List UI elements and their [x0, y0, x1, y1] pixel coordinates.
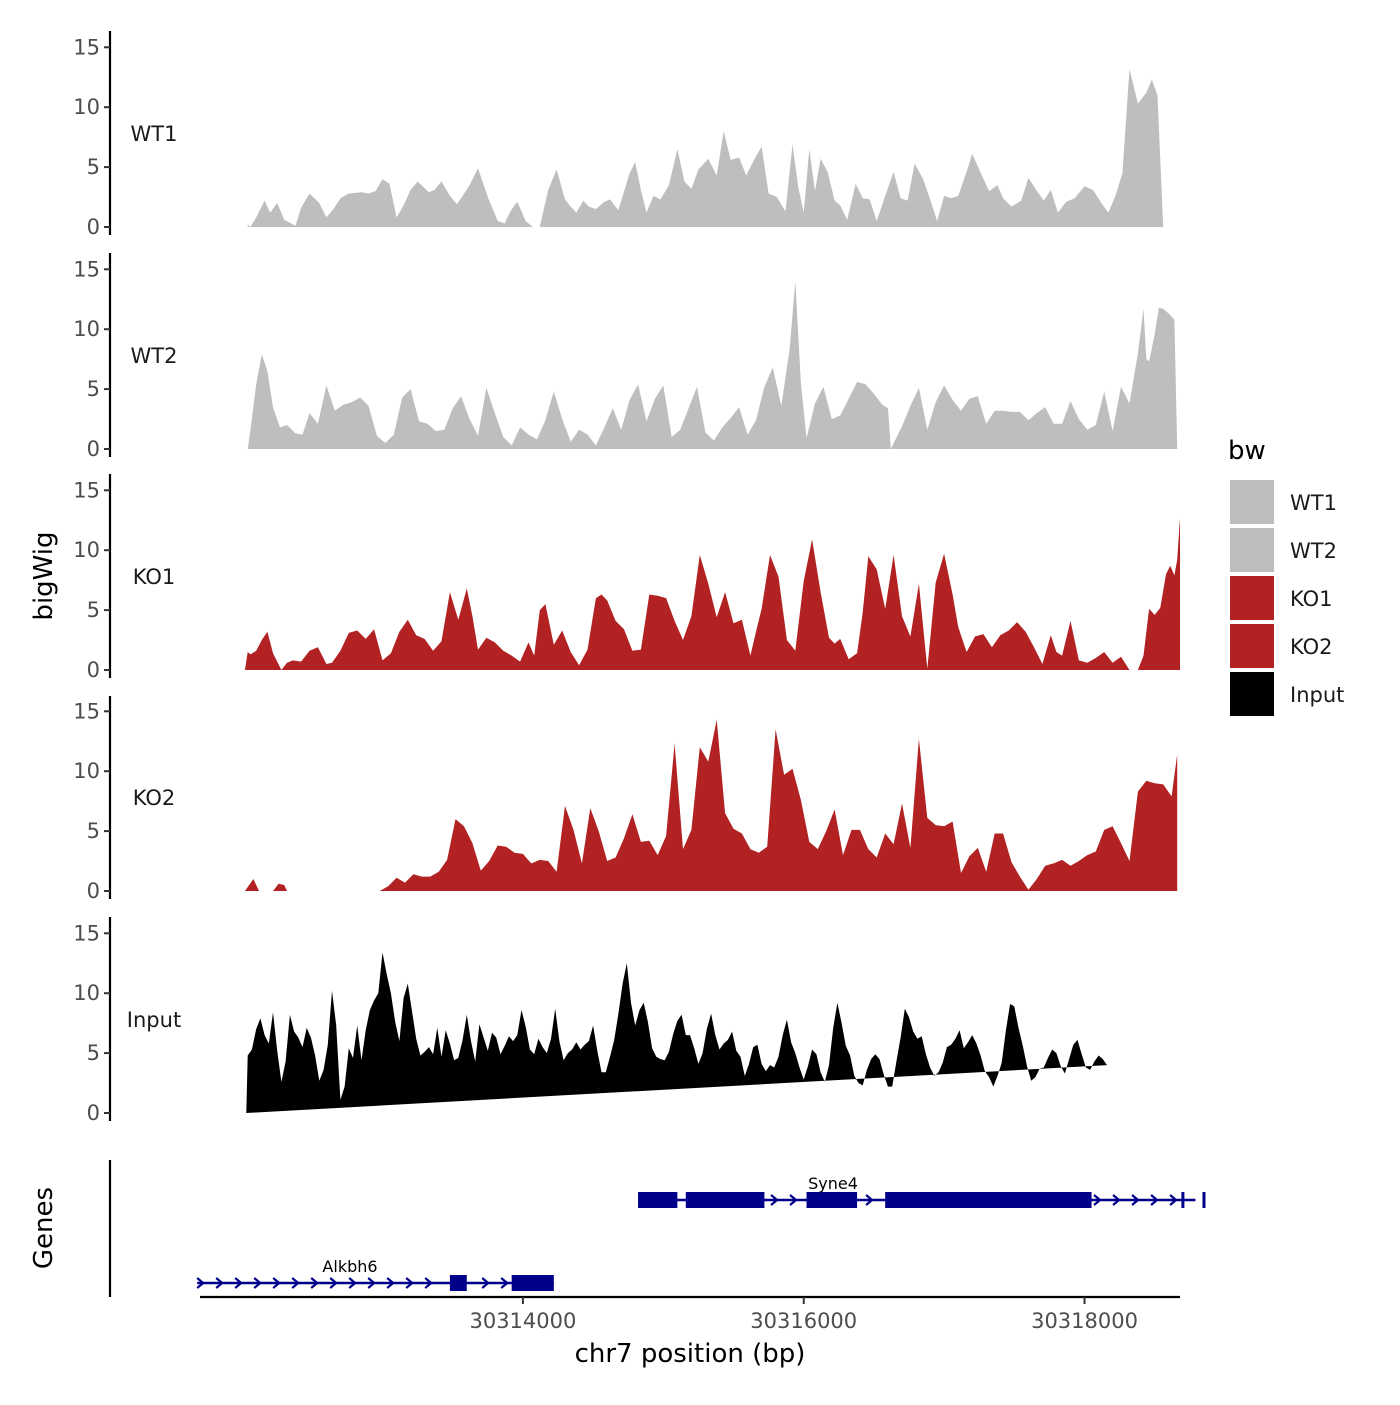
gene-exon — [885, 1192, 1092, 1208]
gene-exon — [511, 1275, 554, 1291]
strand-arrow — [215, 1277, 224, 1289]
legend-label-input: Input — [1290, 683, 1344, 707]
strand-arrow — [310, 1277, 319, 1289]
strand-arrow — [481, 1277, 490, 1289]
gene-label: Syne4 — [808, 1174, 858, 1193]
track-ko1: 0 5 10 15 KO1 — [73, 474, 1180, 682]
track-wt2: 0 5 10 15 WT2 — [73, 253, 1178, 461]
signal-area-input — [246, 952, 1108, 1113]
y-tick-label: 15 — [73, 35, 100, 59]
y-tick-label: 10 — [73, 317, 100, 341]
x-tick-label: 30316000 — [750, 1309, 857, 1333]
legend-label-ko2: KO2 — [1290, 635, 1333, 659]
gene-alkbh6: Alkbh6 — [196, 1257, 554, 1291]
track-label: Input — [127, 1008, 181, 1032]
legend-key-wt2 — [1230, 528, 1274, 572]
signal-area-wt1 — [247, 68, 1164, 228]
legend: bw WT1 WT2 KO1 KO2 Input — [1228, 436, 1344, 716]
y-tick-label: 0 — [87, 658, 100, 682]
legend-label-wt2: WT2 — [1290, 539, 1337, 563]
strand-arrow — [405, 1277, 414, 1289]
x-tick-label: 30314000 — [469, 1309, 576, 1333]
y-axis-title: bigWig — [29, 531, 59, 620]
strand-arrow — [196, 1277, 205, 1289]
signal-area-ko2 — [244, 719, 1178, 891]
y-tick-label: 5 — [87, 819, 100, 843]
y-tick-label: 10 — [73, 95, 100, 119]
gene-label: Alkbh6 — [322, 1257, 377, 1276]
track-label: KO1 — [133, 565, 176, 589]
y-tick-label: 0 — [87, 879, 100, 903]
y-tick-label: 15 — [73, 699, 100, 723]
gene-exon — [638, 1192, 678, 1208]
strand-arrow — [329, 1277, 338, 1289]
y-tick-label: 10 — [73, 981, 100, 1005]
y-tick-label: 15 — [73, 257, 100, 281]
track-ko2: 0 5 10 15 KO2 — [73, 696, 1178, 903]
strand-arrow — [253, 1277, 262, 1289]
y-tick-label: 5 — [87, 598, 100, 622]
strand-arrow — [1150, 1194, 1159, 1206]
gene-exon — [1202, 1192, 1206, 1208]
y-tick-label: 5 — [87, 377, 100, 401]
y-tick-label: 15 — [73, 921, 100, 945]
track-label: KO2 — [133, 786, 176, 810]
genes-panel: Syne4 Alkbh6 — [108, 1160, 1206, 1297]
y-tick-label: 0 — [87, 437, 100, 461]
strand-arrow — [789, 1194, 798, 1206]
y-tick-label: 0 — [87, 215, 100, 239]
y-tick-label: 5 — [87, 1041, 100, 1065]
strand-arrow — [1169, 1194, 1178, 1206]
strand-arrow — [865, 1194, 874, 1206]
strand-arrow — [770, 1194, 779, 1206]
strand-arrow — [500, 1277, 509, 1289]
legend-key-ko2 — [1230, 624, 1274, 668]
y-tick-label: 15 — [73, 478, 100, 502]
signal-area-ko1 — [244, 517, 1180, 670]
track-input: 0 5 10 15 Input — [73, 917, 1108, 1125]
gene-exon — [685, 1192, 765, 1208]
legend-key-input — [1230, 672, 1274, 716]
legend-key-wt1 — [1230, 480, 1274, 524]
genes-axis-title: Genes — [29, 1187, 59, 1269]
legend-key-ko1 — [1230, 576, 1274, 620]
strand-arrow — [1131, 1194, 1140, 1206]
track-label: WT1 — [131, 122, 178, 146]
strand-arrow — [1093, 1194, 1102, 1206]
strand-arrow — [348, 1277, 357, 1289]
bigwig-panels: 0 5 10 15 WT1 0 5 10 15 WT2 0 5 10 15 KO1 0 5 10 15 KO2 0 5 10… — [73, 31, 1180, 1125]
strand-arrow — [291, 1277, 300, 1289]
signal-area-wt2 — [247, 281, 1178, 449]
legend-label-ko1: KO1 — [1290, 587, 1333, 611]
strand-arrow — [424, 1277, 433, 1289]
strand-arrow — [367, 1277, 376, 1289]
x-axis-title: chr7 position (bp) — [575, 1339, 806, 1369]
gene-syne4: Syne4 — [638, 1174, 1206, 1208]
strand-arrow — [234, 1277, 243, 1289]
legend-label-wt1: WT1 — [1290, 491, 1337, 515]
gene-exon — [1181, 1192, 1185, 1208]
x-axis: 30314000 30316000 30318000 — [200, 1295, 1180, 1333]
y-tick-label: 10 — [73, 538, 100, 562]
track-label: WT2 — [131, 344, 178, 368]
y-tick-label: 10 — [73, 759, 100, 783]
strand-arrow — [1112, 1194, 1121, 1206]
track-wt1: 0 5 10 15 WT1 — [73, 31, 1164, 239]
strand-arrow — [386, 1277, 395, 1289]
gene-exon — [449, 1275, 467, 1291]
y-tick-label: 0 — [87, 1101, 100, 1125]
strand-arrow — [272, 1277, 281, 1289]
gene-exon — [806, 1192, 858, 1208]
y-tick-label: 5 — [87, 155, 100, 179]
legend-title: bw — [1228, 436, 1266, 466]
x-tick-label: 30318000 — [1031, 1309, 1138, 1333]
